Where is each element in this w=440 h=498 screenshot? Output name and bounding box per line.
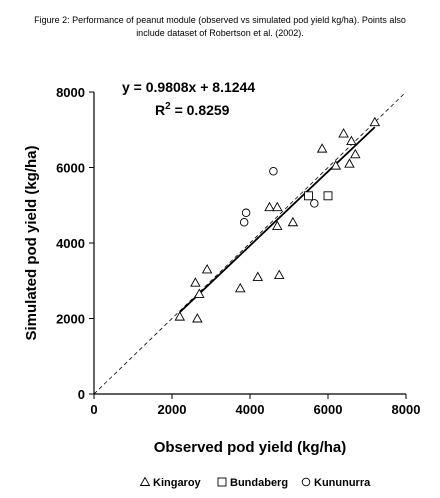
kingaroy-point bbox=[252, 271, 264, 281]
kingaroy-point bbox=[234, 282, 246, 293]
kingaroy-legend-label: Kingaroy bbox=[153, 477, 202, 489]
kununurra-point bbox=[269, 167, 278, 176]
regression-line bbox=[179, 126, 376, 313]
kingaroy-point bbox=[344, 158, 355, 168]
y-tick-label: 2000 bbox=[56, 312, 85, 327]
x-tick-label: 2000 bbox=[158, 402, 187, 417]
bundaberg-point bbox=[304, 191, 313, 201]
kingaroy-point bbox=[316, 143, 328, 153]
bundaberg-legend-label: Bundaberg bbox=[230, 477, 288, 489]
x-axis-label: Observed pod yield (kg/ha) bbox=[154, 439, 347, 456]
x-tick-label: 8000 bbox=[392, 402, 421, 417]
kununurra-legend-marker bbox=[301, 477, 311, 487]
kingaroy-point bbox=[330, 160, 342, 170]
r-squared-label: R2 = 0.8259 bbox=[155, 101, 230, 118]
figure-caption: Figure 2: Performance of peanut module (… bbox=[34, 15, 406, 38]
kingaroy-point bbox=[192, 313, 203, 323]
y-tick-label: 8000 bbox=[56, 85, 85, 100]
kingaroy-legend-marker bbox=[139, 476, 151, 486]
kingaroy-point bbox=[272, 220, 283, 230]
kingaroy-point bbox=[174, 311, 186, 321]
y-tick-label: 6000 bbox=[56, 161, 85, 176]
kingaroy-point bbox=[369, 116, 381, 127]
kununurra-legend-label: Kununurra bbox=[314, 477, 371, 489]
x-tick-label: 0 bbox=[90, 402, 97, 417]
kingaroy-point bbox=[194, 288, 205, 298]
bundaberg-legend-marker bbox=[217, 477, 227, 487]
x-tick-label: 4000 bbox=[236, 402, 265, 417]
kingaroy-point bbox=[190, 277, 201, 287]
one-to-one-line bbox=[93, 91, 407, 395]
kingaroy-point bbox=[264, 201, 275, 212]
regression-equation: y = 0.9808x + 8.1244 bbox=[122, 79, 255, 95]
x-tick-label: 6000 bbox=[314, 402, 343, 417]
kununurra-point bbox=[239, 217, 249, 227]
kununurra-point bbox=[241, 208, 251, 218]
kingaroy-point bbox=[350, 148, 361, 159]
kingaroy-point bbox=[273, 269, 285, 280]
y-axis-label: Simulated pod yield (kg/ha) bbox=[23, 145, 40, 340]
kununurra-point bbox=[310, 199, 319, 208]
y-tick-label: 4000 bbox=[56, 236, 85, 251]
y-tick-label: 0 bbox=[78, 387, 85, 402]
legend: Kingaroy Bundaberg Kununurra bbox=[139, 476, 371, 489]
bundaberg-point bbox=[323, 191, 333, 201]
kingaroy-point bbox=[272, 201, 283, 212]
kingaroy-point bbox=[338, 128, 349, 138]
kingaroy-point bbox=[287, 216, 299, 227]
kingaroy-point bbox=[346, 135, 357, 146]
kingaroy-point bbox=[201, 264, 213, 274]
